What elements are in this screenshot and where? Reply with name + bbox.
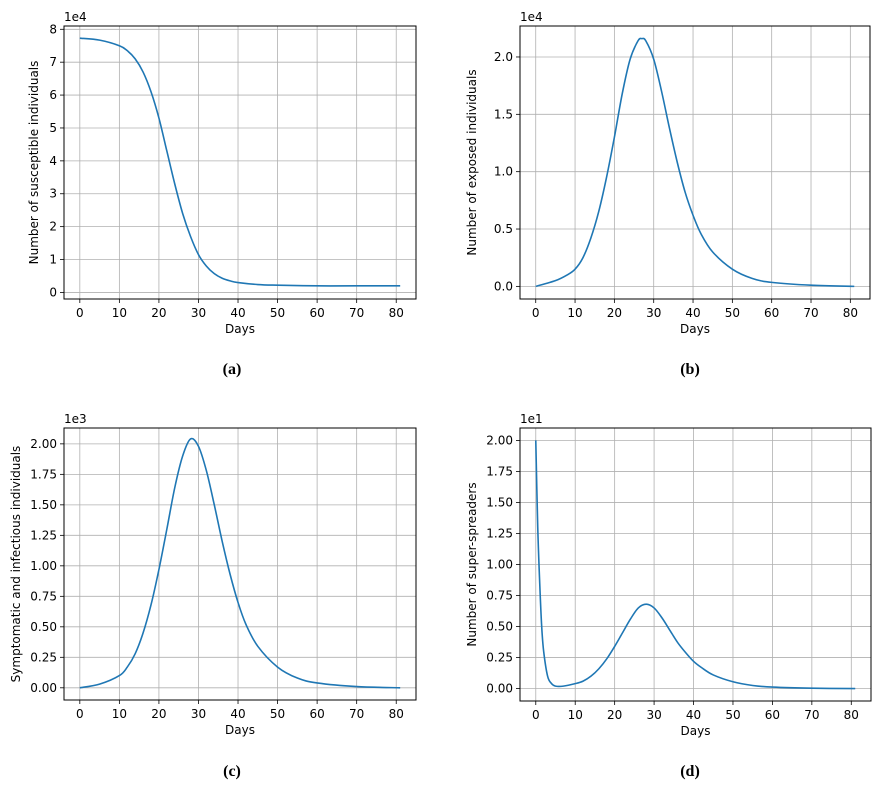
x-tick-label: 50 (725, 708, 740, 722)
y-tick-label: 1.5 (494, 107, 513, 121)
y-tick-label: 1.50 (30, 498, 57, 512)
x-tick-label: 30 (191, 306, 206, 320)
x-tick-label: 60 (309, 306, 324, 320)
y-tick-label: 7 (49, 55, 57, 69)
subplot-caption: (b) (680, 361, 700, 378)
x-tick-label: 80 (389, 707, 404, 721)
x-tick-label: 0 (76, 306, 84, 320)
y-tick-label: 1.75 (30, 467, 57, 481)
x-tick-label: 20 (151, 707, 166, 721)
y-axis-label: Number of exposed individuals (465, 69, 479, 255)
axes-frame (519, 25, 871, 300)
y-tick-label: 5 (49, 121, 57, 135)
x-tick-label: 20 (151, 306, 166, 320)
subplot-b: 0 10 20 30 40 50 60 70 80 0.0 0.5 1.0 1.5 2.0 1e4 Days N… (465, 10, 871, 378)
x-tick-label: 30 (646, 708, 661, 722)
y-tick-label: 0.5 (494, 222, 513, 236)
x-tick-label: 0 (532, 708, 540, 722)
y-tick-label: 0.25 (30, 650, 57, 664)
x-tick-label: 80 (843, 306, 858, 320)
x-tick-label: 60 (309, 707, 324, 721)
y-tick-label: 1.25 (486, 526, 513, 540)
x-axis-label: Days (680, 322, 710, 336)
x-tick-label: 40 (230, 707, 245, 721)
y-tick-label: 1.50 (486, 495, 513, 509)
x-tick-label: 60 (765, 708, 780, 722)
subplot-a: 0 10 20 30 40 50 60 70 80 0 1 2 3 4 5 6 7 8 1e4 Days Number … (27, 10, 417, 378)
y-tick-label: 1.00 (486, 558, 513, 572)
y-tick-label: 2.00 (30, 437, 57, 451)
x-tick-label: 50 (725, 306, 740, 320)
x-tick-label: 10 (568, 708, 583, 722)
offset-label: 1e4 (64, 10, 87, 24)
x-tick-label: 10 (567, 306, 582, 320)
x-tick-label: 50 (270, 707, 285, 721)
y-tick-label: 0.75 (486, 589, 513, 603)
x-tick-label: 10 (112, 306, 127, 320)
y-tick-label: 0.0 (494, 279, 513, 293)
y-tick-label: 2.0 (494, 50, 513, 64)
x-tick-label: 40 (686, 708, 701, 722)
x-tick-label: 20 (607, 306, 622, 320)
y-tick-label: 1.00 (30, 559, 57, 573)
x-tick-label: 30 (646, 306, 661, 320)
x-tick-label: 60 (764, 306, 779, 320)
y-tick-label: 0.00 (30, 681, 57, 695)
axes-frame (519, 427, 872, 702)
x-tick-label: 70 (804, 708, 819, 722)
y-axis-label: Number of susceptible individuals (27, 61, 41, 265)
offset-label: 1e4 (520, 10, 543, 24)
axes-frame (63, 25, 417, 300)
x-tick-label: 70 (803, 306, 818, 320)
x-tick-label: 80 (844, 708, 859, 722)
offset-label: 1e1 (520, 412, 543, 426)
axes-frame (63, 427, 417, 701)
x-axis-label: Days (681, 724, 711, 738)
subplot-caption: (a) (223, 361, 242, 378)
x-tick-label: 0 (76, 707, 84, 721)
y-axis-label: Number of super-spreaders (465, 482, 479, 646)
y-tick-label: 0.25 (486, 651, 513, 665)
x-tick-label: 40 (230, 306, 245, 320)
y-tick-label: 1.75 (486, 464, 513, 478)
subplot-caption: (c) (223, 763, 241, 780)
y-tick-label: 0.75 (30, 589, 57, 603)
y-tick-label: 1 (49, 253, 57, 267)
x-tick-label: 0 (532, 306, 540, 320)
y-tick-label: 2.00 (486, 433, 513, 447)
x-tick-label: 80 (389, 306, 404, 320)
subplot-c: 0 10 20 30 40 50 60 70 80 0.00 0.25 0.50 0.75 1.00 1.2… (9, 412, 417, 780)
subplot-caption: (d) (680, 763, 700, 780)
x-axis-label: Days (225, 723, 255, 737)
y-axis-label: Symptomatic and infectious individuals (9, 446, 23, 683)
series-line-b (535, 37, 855, 288)
subplot-d: 0 10 20 30 40 50 60 70 80 0.00 0.25 0.50 0.75 1.00 1.2… (465, 412, 872, 780)
y-tick-label: 3 (49, 187, 57, 201)
y-tick-label: 1.25 (30, 528, 57, 542)
x-tick-label: 10 (112, 707, 127, 721)
y-tick-label: 0 (49, 285, 57, 299)
offset-label: 1e3 (64, 412, 87, 426)
y-tick-label: 8 (49, 22, 57, 36)
y-tick-label: 0.00 (486, 682, 513, 696)
x-tick-label: 40 (685, 306, 700, 320)
series-line-a (79, 37, 401, 287)
x-axis-label: Days (225, 322, 255, 336)
x-tick-label: 50 (270, 306, 285, 320)
y-tick-label: 4 (49, 154, 57, 168)
y-tick-label: 1.0 (494, 165, 513, 179)
x-tick-label: 30 (191, 707, 206, 721)
x-tick-label: 20 (607, 708, 622, 722)
series-line-c (79, 437, 401, 689)
series-line-d (534, 440, 856, 690)
x-tick-label: 70 (349, 707, 364, 721)
y-tick-label: 6 (49, 88, 57, 102)
y-tick-label: 0.50 (30, 620, 57, 634)
y-tick-label: 2 (49, 220, 57, 234)
y-tick-label: 0.50 (486, 620, 513, 634)
x-tick-label: 70 (349, 306, 364, 320)
